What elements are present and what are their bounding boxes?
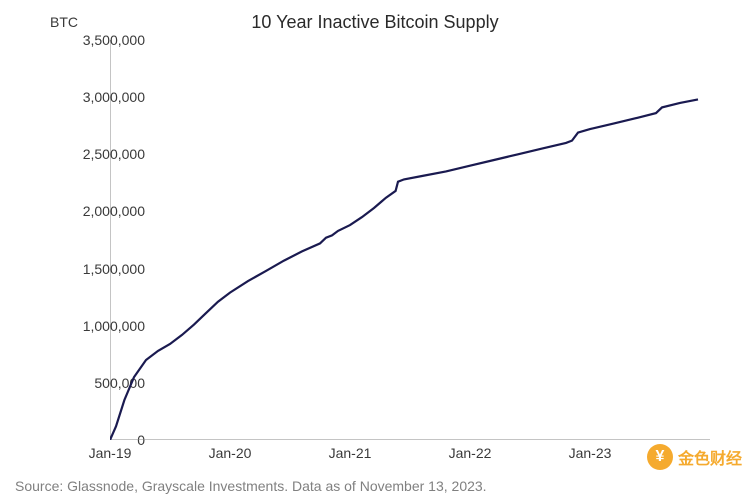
x-tick-label: Jan-19 <box>89 445 132 461</box>
series-line <box>110 99 698 440</box>
watermark-glyph: ¥ <box>656 448 665 466</box>
x-tick-label: Jan-20 <box>209 445 252 461</box>
plot-area <box>110 40 710 440</box>
x-tick-label: Jan-21 <box>329 445 372 461</box>
x-tick-label: Jan-23 <box>569 445 612 461</box>
watermark-icon: ¥ <box>647 444 673 470</box>
chart-title: 10 Year Inactive Bitcoin Supply <box>0 12 750 33</box>
watermark-text: 金色财经 <box>678 445 742 469</box>
chart-container: BTC 10 Year Inactive Bitcoin Supply 0500… <box>0 0 750 500</box>
watermark: ¥ 金色财经 <box>647 444 742 470</box>
source-caption: Source: Glassnode, Grayscale Investments… <box>15 478 487 494</box>
x-tick-label: Jan-22 <box>449 445 492 461</box>
